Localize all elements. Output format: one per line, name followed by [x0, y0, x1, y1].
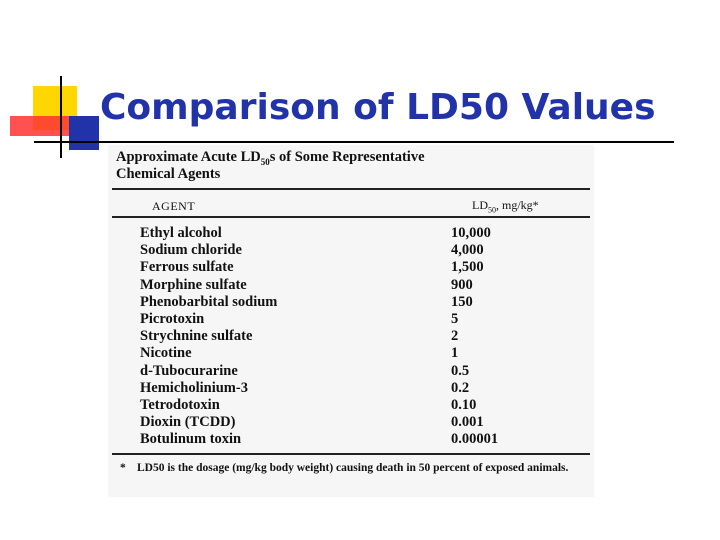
agent-name: Tetrodotoxin	[140, 396, 220, 413]
ld50-value: 2	[451, 328, 459, 345]
ld50-value: 1	[451, 345, 459, 362]
table-rule-top	[112, 188, 590, 190]
table-body: Ethyl alcohol 10,000 Sodium chloride 4,000 F…	[108, 225, 594, 448]
table-row: Botulinum toxin 0.00001	[108, 431, 594, 448]
agent-name: Ferrous sulfate	[140, 259, 234, 276]
ld50-value: 0.10	[451, 396, 477, 413]
table-rule-bottom	[112, 453, 590, 455]
table-caption-line1: Approximate Acute LD50s of Some Represen…	[116, 149, 425, 167]
ld50-value: 150	[451, 293, 473, 310]
agent-name: Hemicholinium-3	[140, 379, 248, 396]
table-row: Phenobarbital sodium 150	[108, 294, 594, 311]
ld50-value: 0.00001	[451, 431, 499, 448]
table-row: Ethyl alcohol 10,000	[108, 225, 594, 242]
footnote-bullet: *	[120, 462, 126, 474]
ld50-value: 0.5	[451, 362, 470, 379]
ld50-value: 0.001	[451, 414, 484, 431]
decor-blue-square	[69, 116, 99, 150]
table-rule-header	[112, 216, 590, 218]
ld50-value: 4,000	[451, 242, 484, 259]
column-header-agent: AGENT	[152, 199, 196, 213]
table-caption-line2: Chemical Agents	[116, 166, 221, 182]
decor-vertical-line	[60, 76, 62, 158]
agent-name: Ethyl alcohol	[140, 225, 222, 241]
footnote-text: LD50 is the dosage (mg/kg body weight) c…	[137, 462, 569, 474]
agent-name: Strychnine sulfate	[140, 328, 253, 345]
table-row: Sodium chloride 4,000	[108, 242, 594, 259]
column-header-ld50: LD50, mg/kg*	[472, 198, 539, 215]
table-row: Morphine sulfate 900	[108, 277, 594, 294]
agent-name: Botulinum toxin	[140, 431, 242, 448]
ld50-value: 10,000	[451, 225, 491, 241]
ld50-value: 5	[451, 310, 459, 327]
ld50-value: 1,500	[451, 259, 484, 276]
agent-name: d-Tubocurarine	[140, 362, 238, 379]
agent-name: Nicotine	[140, 345, 192, 362]
table-row: d-Tubocurarine 0.5	[108, 363, 594, 380]
agent-name: Sodium chloride	[140, 242, 242, 259]
table-row: Dioxin (TCDD) 0.001	[108, 414, 594, 431]
agent-name: Dioxin (TCDD)	[140, 414, 236, 431]
agent-name: Morphine sulfate	[140, 276, 247, 293]
ld50-value: 900	[451, 276, 473, 293]
agent-name: Picrotoxin	[140, 310, 205, 327]
table-row: Picrotoxin 5	[108, 311, 594, 328]
ld50-value: 0.2	[451, 379, 470, 396]
decor-red-square	[10, 116, 76, 136]
agent-name: Phenobarbital sodium	[140, 293, 278, 310]
table-row: Tetrodotoxin 0.10	[108, 397, 594, 414]
table-row: Strychnine sulfate 2	[108, 328, 594, 345]
slide-title: Comparison of LD50 Values	[100, 87, 656, 128]
scanned-table-image: Approximate Acute LD50s of Some Represen…	[108, 145, 594, 497]
table-row: Hemicholinium-3 0.2	[108, 380, 594, 397]
decor-horizontal-line	[34, 141, 674, 143]
table-row: Ferrous sulfate 1,500	[108, 259, 594, 276]
table-row: Nicotine 1	[108, 345, 594, 362]
